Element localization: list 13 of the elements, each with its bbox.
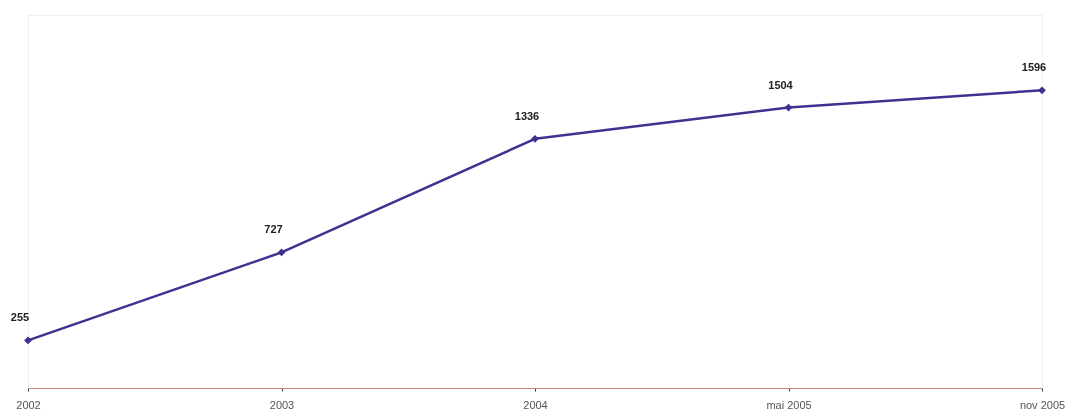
- data-label: 1336: [514, 109, 540, 122]
- point: [1038, 86, 1046, 95]
- data-label: 727: [264, 223, 283, 236]
- x-tick-label: mai 2005: [766, 398, 812, 411]
- x-tick-label: nov 2005: [1019, 398, 1066, 411]
- x-tick-label: 2002: [16, 398, 41, 411]
- point: [24, 336, 32, 345]
- data-label: 255: [10, 311, 30, 324]
- point: [531, 134, 539, 143]
- x-tick-label: 2003: [269, 398, 295, 411]
- data-label: 1596: [1021, 61, 1047, 74]
- data-label: 1504: [768, 78, 794, 91]
- x-tick-label: 2004: [523, 398, 548, 411]
